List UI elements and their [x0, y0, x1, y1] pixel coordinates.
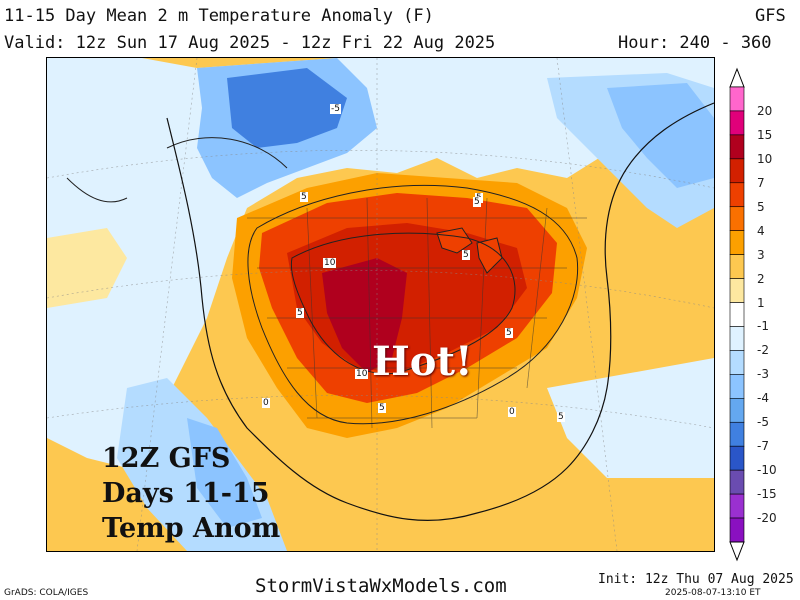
cool-region-gulf-east	[547, 358, 714, 478]
colorbar-bin	[729, 469, 745, 495]
contour-label: 5	[300, 192, 308, 202]
site-credit: StormVistaWxModels.com	[255, 575, 507, 597]
contour-label: 5	[505, 328, 513, 338]
colorbar-bin	[729, 134, 745, 160]
colorbar-bin	[729, 86, 745, 112]
coastline	[166, 102, 714, 522]
contour-label: 10	[355, 369, 369, 379]
colorbar-level-label: -1	[757, 319, 769, 334]
colorbar-level-label: -3	[757, 367, 769, 382]
colorbar-level-label: 7	[757, 175, 765, 190]
colorbar-bin	[729, 445, 745, 471]
contour-lines	[66, 137, 579, 425]
contour-label: -5	[330, 104, 341, 114]
graticule	[47, 58, 714, 551]
colder-region-northeast	[607, 83, 714, 188]
overlay-line-days: Days 11-15	[102, 478, 270, 509]
colorbar-bin	[729, 493, 745, 519]
colorbar-bin	[729, 230, 745, 255]
contour-label: 5	[296, 308, 304, 318]
colorbar-bottom-arrow	[729, 541, 745, 562]
colorbar-level-label: 5	[757, 199, 765, 214]
contour-label: 5	[378, 403, 386, 413]
colorbar-level-label: -15	[757, 487, 777, 502]
colorbar-level-label: 4	[757, 223, 765, 238]
overlay-line-anom: Temp Anom	[102, 513, 281, 544]
colorbar-level-label: -20	[757, 511, 777, 526]
colder-region-southwest	[187, 418, 262, 528]
color-scale-bar	[729, 67, 745, 562]
colorbar-top-arrow	[729, 67, 745, 88]
colorbar-bin	[729, 110, 745, 136]
map-title: 11-15 Day Mean 2 m Temperature Anomaly (…	[4, 6, 434, 26]
init-time: Init: 12z Thu 07 Aug 2025	[598, 572, 794, 587]
colorbar-bin	[729, 158, 745, 184]
colorbar-bin	[729, 350, 745, 375]
boundary-lines	[247, 197, 587, 429]
colorbar-bin	[729, 374, 745, 399]
colorbar-bin	[729, 182, 745, 208]
temperature-anomaly-map: Hot! 12Z GFS Days 11-15 Temp Anom	[46, 57, 715, 552]
colorbar-level-label: 10	[757, 151, 773, 166]
contour-label: 0	[262, 398, 270, 408]
great-lakes	[436, 227, 473, 254]
contour-label: 5	[462, 250, 470, 260]
contour-label: 0	[508, 407, 516, 417]
generation-timestamp: 2025-08-07-13:10 ET	[665, 588, 761, 598]
colorbar-bin	[729, 326, 745, 351]
colorbar-level-label: -7	[757, 439, 769, 454]
extreme-anomaly-region	[322, 258, 407, 373]
colorbar-level-label: 1	[757, 295, 765, 310]
colorbar-level-label: 20	[757, 103, 773, 118]
colorbar-level-label: 3	[757, 247, 765, 262]
valid-range: Valid: 12z Sun 17 Aug 2025 - 12z Fri 22 …	[4, 33, 496, 53]
colorbar-level-label: -2	[757, 343, 769, 358]
contour-label: 5	[557, 412, 565, 422]
colorbar-bin	[729, 302, 745, 327]
lake-michigan	[476, 237, 503, 274]
colorbar-level-label: -4	[757, 391, 769, 406]
overlay-line-model: 12Z GFS	[102, 443, 231, 474]
forecast-hour: Hour: 240 - 360	[618, 33, 772, 53]
very-cold-region-canada	[227, 68, 347, 148]
colorbar-level-label: 2	[757, 271, 765, 286]
colorbar-level-label: -10	[757, 463, 777, 478]
colorbar-bin	[729, 278, 745, 303]
model-name: GFS	[755, 6, 786, 26]
colorbar-bin	[729, 254, 745, 279]
colorbar-bin	[729, 421, 745, 447]
colorbar-bin	[729, 517, 745, 543]
colorbar-level-label: 15	[757, 127, 773, 142]
colorbar-level-label: -5	[757, 415, 769, 430]
colorbar-bin	[729, 398, 745, 423]
contour-label: 10	[323, 258, 337, 268]
hot-label: Hot!	[372, 338, 473, 385]
grads-credit: GrADS: COLA/IGES	[4, 588, 89, 598]
colorbar-bin	[729, 206, 745, 231]
contour-label: 5	[473, 197, 481, 207]
